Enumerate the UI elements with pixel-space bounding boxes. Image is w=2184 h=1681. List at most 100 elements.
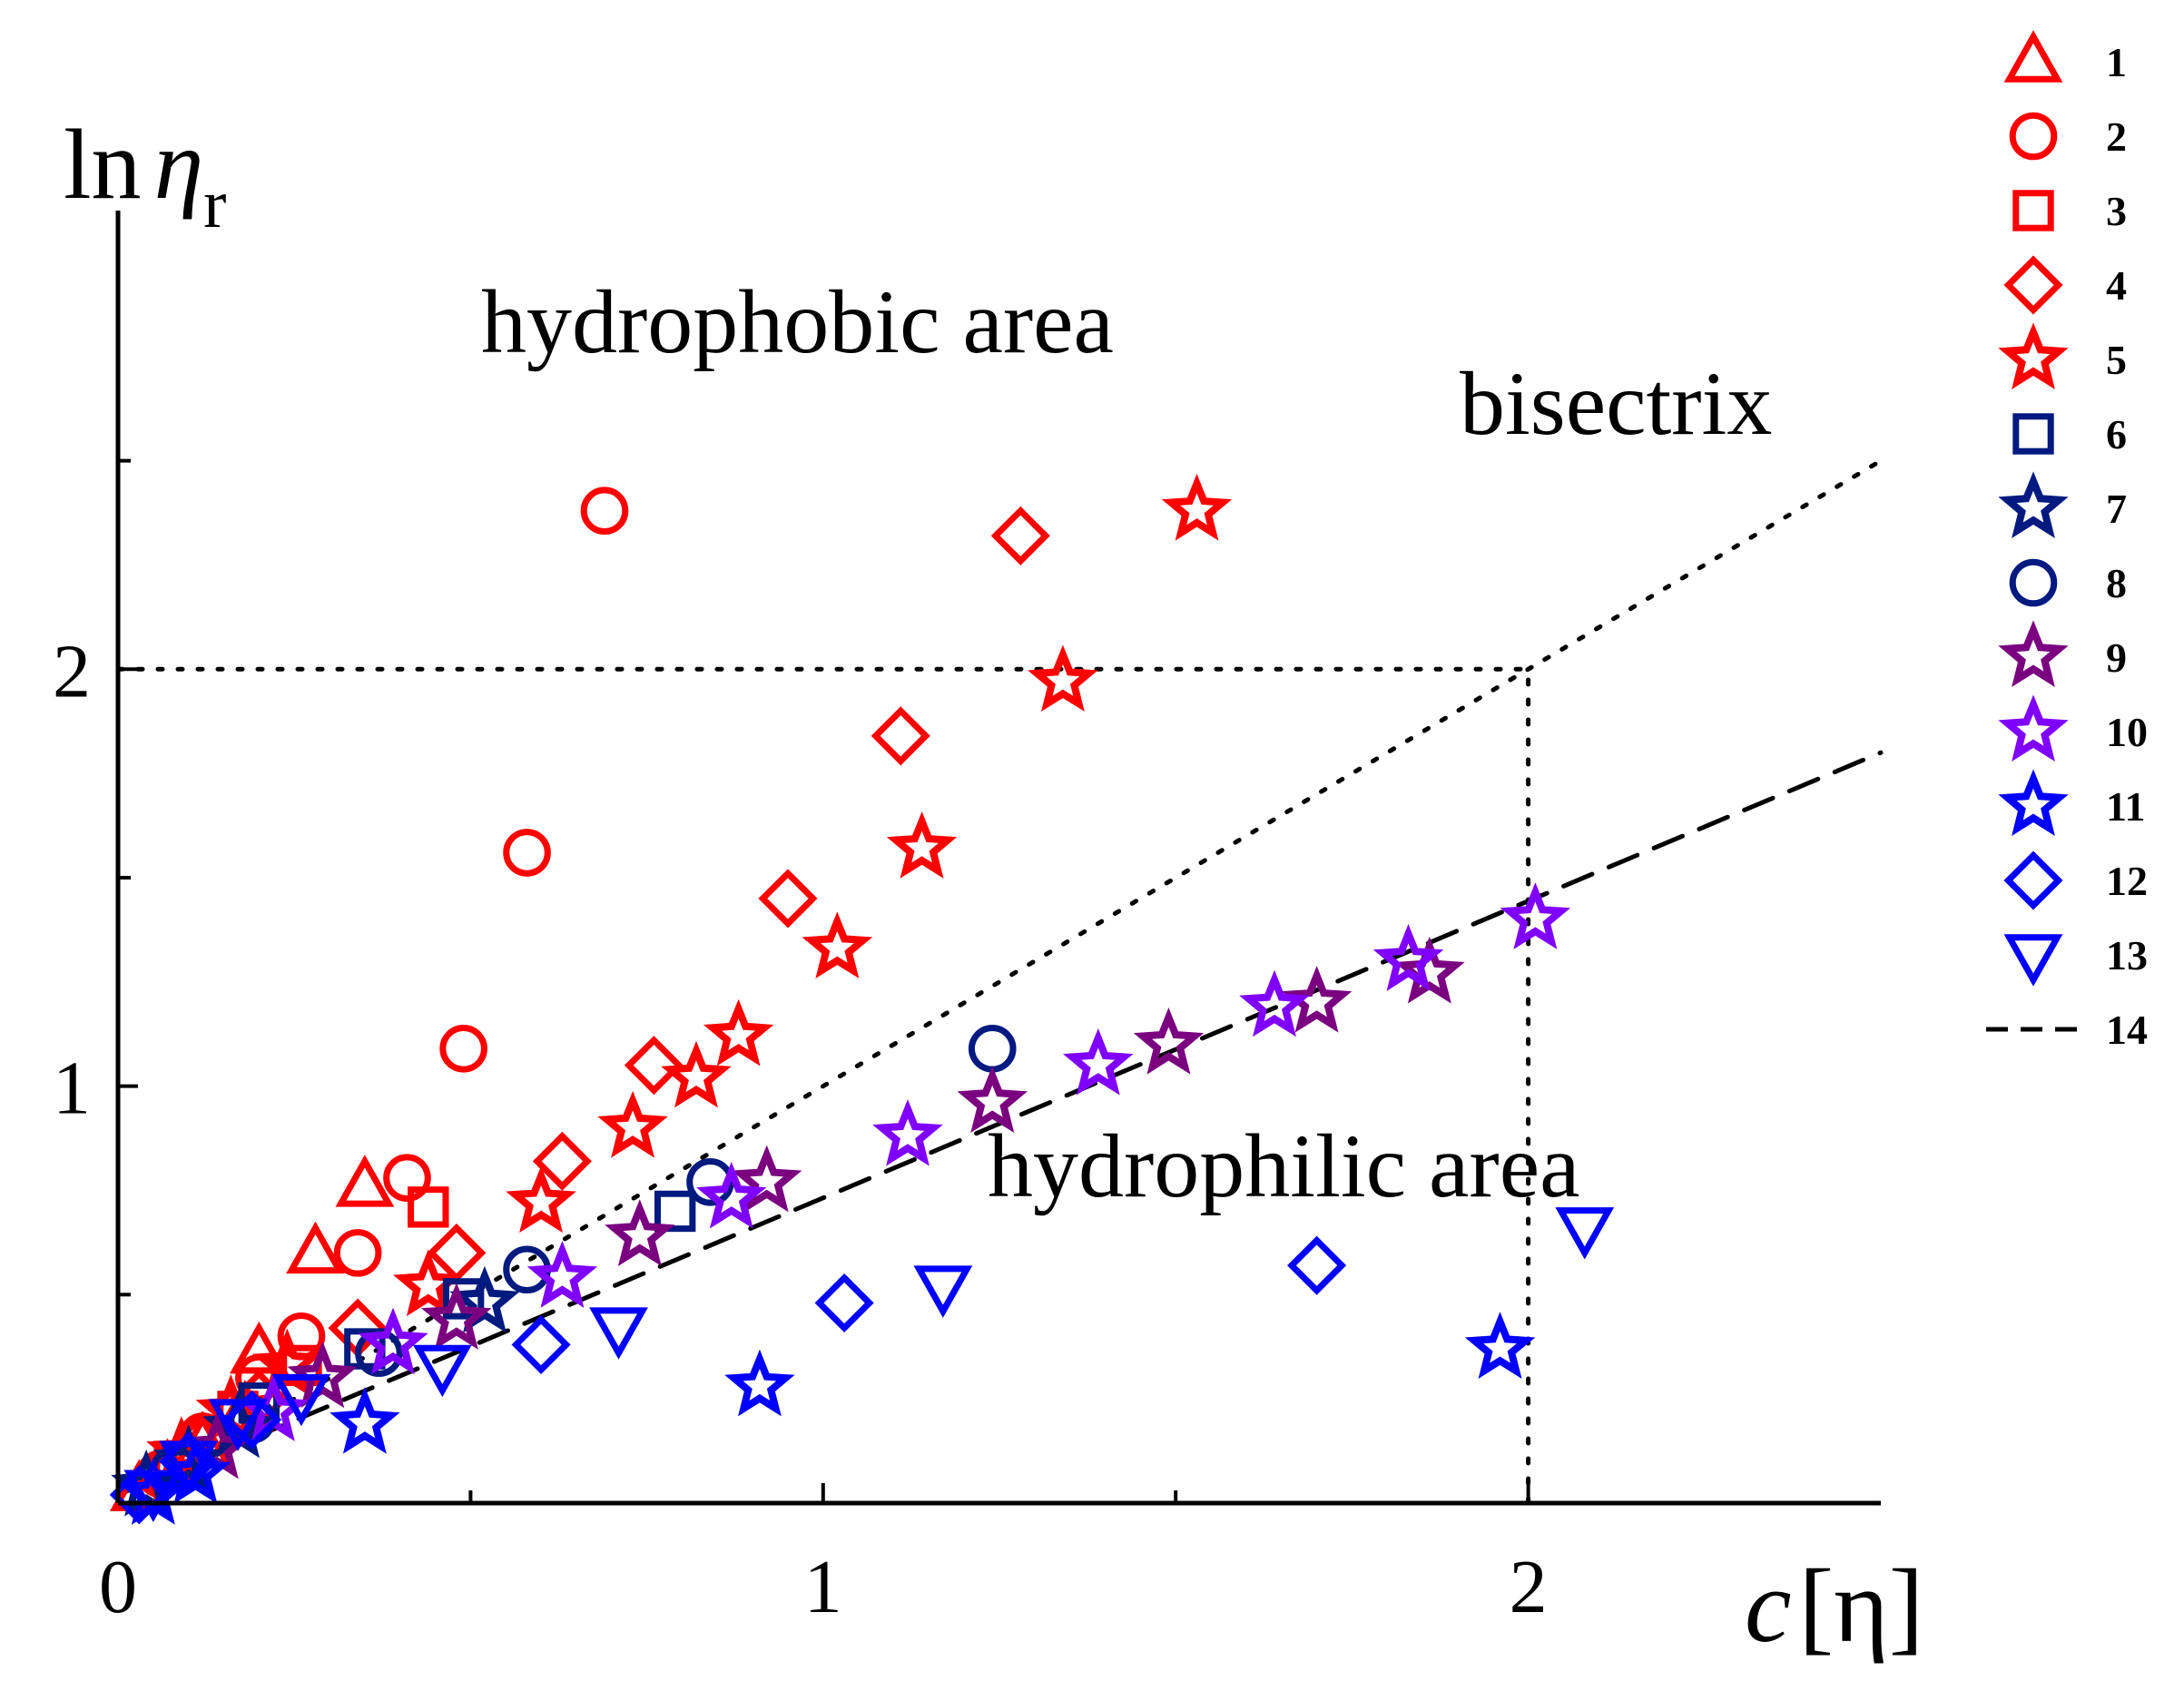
point-series-4 (758, 869, 818, 929)
legend-marker-9 (1998, 620, 2069, 687)
legend-item-9: 9 (1998, 620, 2127, 687)
point-series-10 (696, 1161, 767, 1229)
axes: 0 1 2 1 2 (53, 211, 1881, 1629)
point-series-5 (597, 1090, 668, 1158)
hydrophobic-annotation: hydrophobic area (481, 271, 1114, 372)
point-series-10 (872, 1099, 943, 1166)
legend-item-1: 1 (2003, 30, 2127, 85)
point-series-13 (412, 1344, 472, 1398)
legend-item-6: 6 (2012, 411, 2127, 457)
legend-item-5: 5 (1998, 322, 2127, 389)
point-series-1 (335, 1155, 395, 1207)
legend-marker-12 (2003, 850, 2063, 910)
point-series-13 (913, 1265, 973, 1318)
bisectrix-annotation: bisectrix (1460, 353, 1772, 454)
legend-label: 2 (2106, 113, 2127, 160)
point-series-11 (330, 1386, 400, 1454)
point-series-11 (724, 1349, 795, 1417)
point-series-7 (449, 1265, 520, 1333)
point-series-5 (506, 1165, 576, 1234)
legend-label: 8 (2106, 560, 2127, 606)
point-series-13 (208, 1399, 268, 1451)
y-title-prefix: ln (64, 109, 142, 220)
legend-marker-13 (2003, 934, 2063, 987)
legend-label: 6 (2106, 411, 2127, 457)
legend-item-2: 2 (2009, 112, 2127, 161)
point-series-2 (333, 1229, 382, 1277)
legend-item-7: 7 (1998, 471, 2127, 538)
series-11 (118, 1312, 1536, 1525)
x-tick-label: 2 (1510, 1545, 1548, 1629)
x-tick-label: 1 (804, 1545, 842, 1629)
legend-label: 12 (2106, 858, 2148, 904)
point-series-9 (957, 1066, 1028, 1134)
point-series-13 (123, 1470, 183, 1522)
legend-marker-6 (2012, 413, 2054, 455)
legend-label: 4 (2106, 262, 2127, 309)
x-tick-label: 0 (99, 1545, 137, 1629)
legend-marker-5 (1998, 322, 2069, 389)
point-series-9 (731, 1145, 802, 1213)
y-tick-label: 2 (53, 629, 91, 713)
point-series-5 (1161, 473, 1233, 541)
legend-marker-8 (2009, 558, 2058, 607)
series-12 (109, 1235, 1347, 1525)
point-series-9 (287, 1341, 358, 1409)
hydrophilic-annotation: hydrophilic area (988, 1116, 1580, 1216)
point-series-9 (1281, 966, 1353, 1033)
point-series-2 (439, 1025, 487, 1073)
legend-label: 14 (2106, 1007, 2148, 1053)
point-series-12 (109, 1465, 169, 1525)
x-title-italic: c (1745, 1548, 1792, 1665)
x-axis-title: c[η] (1745, 1548, 1923, 1665)
legend-label: 9 (2106, 634, 2127, 681)
point-series-9 (1394, 936, 1465, 1004)
point-series-6 (654, 1190, 696, 1233)
point-series-2 (580, 487, 629, 536)
series-5 (146, 473, 1233, 1483)
point-series-9 (605, 1199, 675, 1267)
y-title-subscript: r (203, 166, 226, 242)
point-series-10 (526, 1241, 598, 1308)
legend-label: 3 (2106, 188, 2127, 234)
legend-item-11: 11 (1998, 769, 2145, 836)
point-series-12 (1287, 1235, 1347, 1295)
svg-text:c[η]: c[η] (1745, 1548, 1923, 1665)
legend-item-3: 3 (2012, 188, 2127, 234)
point-series-3 (408, 1186, 449, 1228)
data-markers (109, 473, 1615, 1525)
point-series-9 (1133, 1007, 1205, 1075)
point-series-5 (886, 811, 958, 879)
legend-label: 10 (2106, 709, 2148, 755)
point-series-11 (1464, 1312, 1536, 1380)
point-series-12 (511, 1314, 571, 1374)
point-series-12 (814, 1273, 874, 1333)
x-title-bracket: [η] (1799, 1548, 1924, 1665)
legend-marker-10 (1998, 694, 2069, 762)
point-series-13 (159, 1440, 219, 1493)
series-13 (123, 1207, 1615, 1522)
point-series-10 (1372, 924, 1444, 991)
y-axis-title: ln ηr (64, 109, 226, 242)
point-series-2 (503, 829, 551, 877)
point-series-2 (383, 1154, 431, 1203)
y-title-symbol: η (154, 109, 204, 220)
legend-item-10: 10 (1998, 694, 2148, 762)
point-series-13 (271, 1373, 331, 1427)
legend-marker-11 (1998, 769, 2069, 836)
legend-item-8: 8 (2009, 558, 2127, 607)
point-series-5 (703, 998, 774, 1067)
point-series-13 (589, 1307, 648, 1360)
point-series-8 (968, 1025, 1017, 1073)
point-series-12 (222, 1390, 282, 1450)
point-series-4 (532, 1131, 592, 1191)
point-series-10 (1500, 882, 1571, 949)
legend-label: 1 (2106, 39, 2127, 85)
point-series-4 (624, 1036, 684, 1096)
y-tick-label: 1 (53, 1047, 91, 1131)
point-series-10 (1063, 1027, 1134, 1096)
legend-marker-1 (2003, 30, 2063, 83)
